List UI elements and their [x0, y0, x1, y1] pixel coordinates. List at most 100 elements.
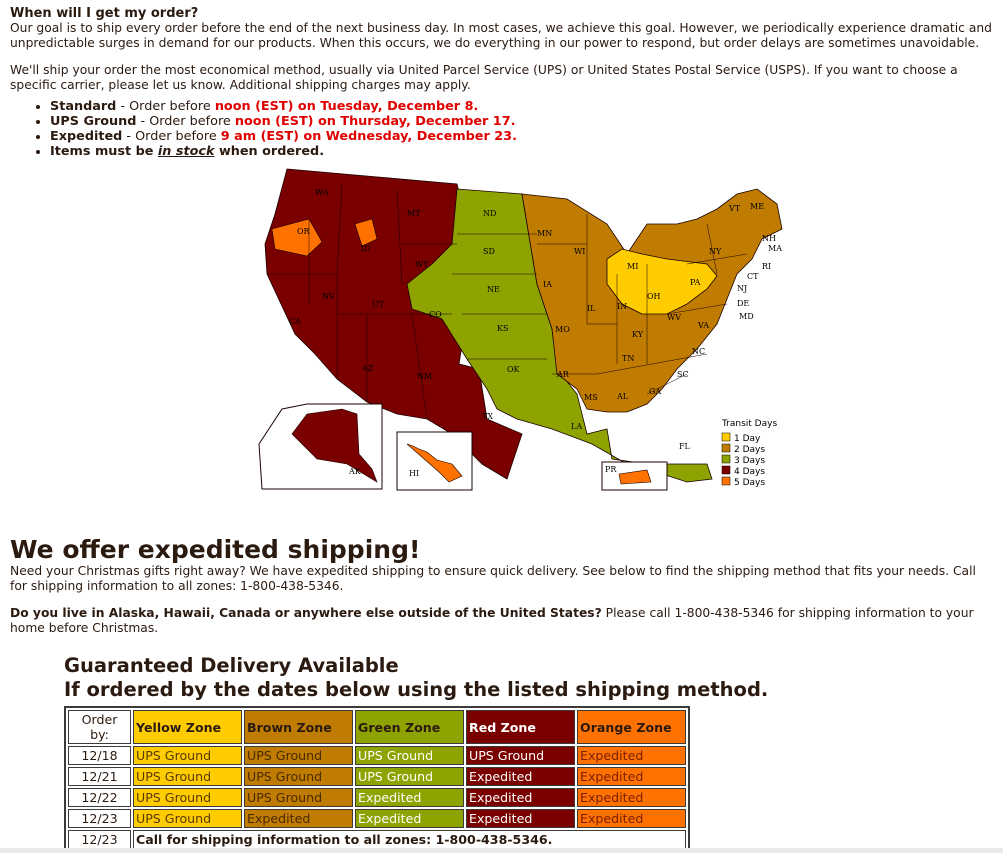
table-row: 12/18 UPS Ground UPS Ground UPS Ground U…: [68, 746, 686, 765]
state-label: MI: [627, 262, 638, 271]
red-method: UPS Ground: [466, 746, 575, 765]
table-row: 12/23 UPS Ground Expedited Expedited Exp…: [68, 809, 686, 828]
state-label: GA: [649, 387, 661, 396]
state-label: WY: [415, 260, 429, 269]
green-method: UPS Ground: [355, 746, 464, 765]
header-brown-zone: Brown Zone: [244, 710, 353, 744]
international-text: Do you live in Alaska, Hawaii, Canada or…: [10, 606, 993, 636]
region-yellow: [606, 248, 718, 315]
brown-method: Expedited: [244, 809, 353, 828]
state-label: MN: [537, 229, 552, 238]
deadline-date: 9 am (EST) on Wednesday, December 23.: [220, 129, 517, 144]
green-method: UPS Ground: [355, 767, 464, 786]
state-label: CO: [429, 310, 442, 319]
expedited-heading: We offer expedited shipping!: [10, 535, 421, 564]
legend-title: Transit Days: [721, 419, 777, 429]
deadline-sep: - Order before: [136, 114, 235, 129]
legend-label: 2 Days: [734, 445, 765, 455]
legend-swatch: [721, 476, 731, 486]
call-for-info: Call for shipping information to all zon…: [133, 830, 686, 849]
international-answer: Please call 1-800-438-5346 for shipping …: [10, 606, 974, 635]
orange-method: Expedited: [577, 809, 686, 828]
state-label: ND: [483, 209, 496, 218]
order-date: 12/23: [68, 809, 131, 828]
expedited-text: Need your Christmas gifts right away? We…: [10, 564, 976, 593]
state-label: NH: [762, 234, 776, 243]
international-question: Do you live in Alaska, Hawaii, Canada or…: [10, 606, 602, 620]
header-yellow-zone: Yellow Zone: [133, 710, 242, 744]
transit-map: WA MT OR ID WY ND MN SD NE WI MI NV UT C…: [247, 164, 787, 504]
state-label: WI: [574, 247, 585, 256]
state-label: SC: [677, 370, 689, 379]
state-label: PR: [605, 465, 617, 474]
legend-label: 3 Days: [734, 456, 765, 466]
state-label: VA: [697, 321, 709, 330]
header-order-by: Order by:: [68, 710, 131, 744]
shipping-goal-text: Our goal is to ship every order before t…: [10, 21, 992, 50]
state-label: MO: [555, 325, 570, 334]
state-label: NE: [487, 285, 500, 294]
stock-pre: Items must be: [50, 144, 158, 159]
state-label: LA: [571, 422, 582, 431]
header-green-zone: Green Zone: [355, 710, 464, 744]
guarantee-heading: Guaranteed Delivery Available If ordered…: [64, 654, 993, 702]
page-bottom-border: [0, 848, 1003, 853]
state-label: SD: [483, 247, 495, 256]
deadline-sep: - Order before: [122, 129, 221, 144]
transit-legend: Transit Days 1 Day 2 Days 3 Days 4 Days …: [721, 419, 777, 488]
state-label: TN: [622, 354, 634, 363]
stock-post: when ordered.: [214, 144, 325, 159]
state-label: ME: [750, 202, 764, 211]
state-label: OH: [647, 292, 661, 301]
yellow-method: UPS Ground: [133, 788, 242, 807]
state-label: AZ: [361, 364, 374, 373]
deadline-label: Standard: [50, 99, 117, 114]
state-label: MD: [739, 312, 754, 321]
state-label: NY: [709, 247, 722, 256]
red-method: Expedited: [466, 809, 575, 828]
state-label: NJ: [737, 284, 747, 293]
yellow-method: UPS Ground: [133, 809, 242, 828]
state-label: MA: [768, 244, 782, 253]
header-red-zone: Red Zone: [466, 710, 575, 744]
state-label: AK: [348, 467, 362, 476]
legend-swatch: [721, 432, 731, 442]
carrier-text: We'll ship your order the most economica…: [10, 63, 958, 92]
state-label: HI: [409, 469, 419, 478]
state-label: TX: [482, 412, 493, 421]
deadline-label: UPS Ground: [50, 114, 137, 129]
brown-method: UPS Ground: [244, 767, 353, 786]
deadline-label: Expedited: [50, 129, 123, 144]
order-heading: When will I get my order?: [10, 6, 199, 21]
brown-method: UPS Ground: [244, 746, 353, 765]
region-id-orange: [354, 218, 378, 247]
deadline-ups-ground: UPS Ground - Order before noon (EST) on …: [50, 114, 993, 129]
state-label: IA: [543, 280, 552, 289]
yellow-method: UPS Ground: [133, 746, 242, 765]
state-label: OR: [297, 227, 311, 236]
legend-swatch: [721, 443, 731, 453]
state-label: NM: [417, 372, 432, 381]
orange-method: Expedited: [577, 788, 686, 807]
in-stock-link[interactable]: in stock: [157, 144, 215, 159]
region-or-orange: [271, 218, 323, 257]
transit-map-svg: WA MT OR ID WY ND MN SD NE WI MI NV UT C…: [258, 168, 783, 491]
state-label: AL: [616, 392, 629, 401]
legend-label: 1 Day: [734, 434, 761, 444]
region-pr: [618, 469, 652, 485]
deadline-expedited: Expedited - Order before 9 am (EST) on W…: [50, 129, 993, 144]
deadline-sep: - Order before: [116, 99, 215, 114]
order-date: 12/23: [68, 830, 131, 849]
state-label: WA: [315, 188, 329, 197]
state-label: CT: [747, 272, 759, 281]
order-date: 12/22: [68, 788, 131, 807]
state-label: ID: [361, 244, 371, 253]
state-label: NC: [692, 347, 705, 356]
state-label: MT: [407, 209, 421, 218]
table-row: 12/22 UPS Ground UPS Ground Expedited Ex…: [68, 788, 686, 807]
state-label: DE: [737, 299, 749, 308]
shipping-table: Order by: Yellow Zone Brown Zone Green Z…: [64, 706, 690, 853]
table-header-row: Order by: Yellow Zone Brown Zone Green Z…: [68, 710, 686, 744]
state-label: CA: [289, 317, 301, 326]
